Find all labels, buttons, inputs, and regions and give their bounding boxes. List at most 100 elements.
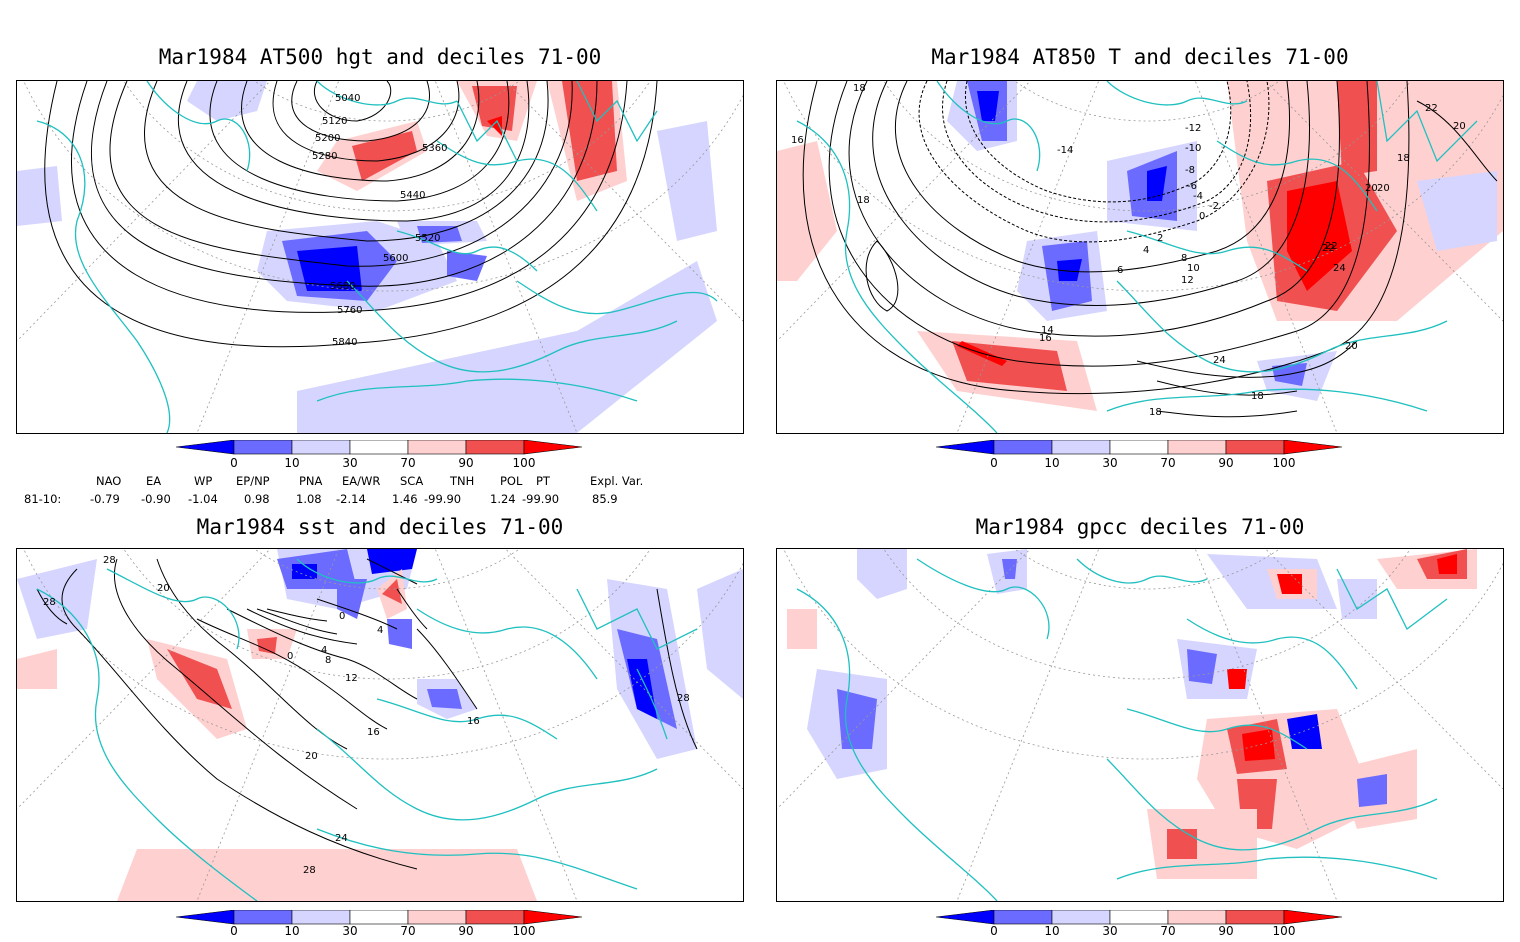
contour-label: 10: [1187, 263, 1200, 274]
contour-label: 18: [1397, 153, 1410, 164]
colorbar: 0 10 30 70 90 100: [935, 439, 1356, 472]
coastlines: [796, 81, 1478, 433]
index-header: PNA: [299, 474, 323, 488]
colorbar-label: 70: [400, 456, 416, 470]
height-contours: [44, 81, 658, 348]
map-t850: 18 16 18 22 20 18 20 22 24 14 16 12 10 8…: [776, 80, 1504, 434]
contour-label: 16: [367, 727, 380, 738]
contour-label: 20: [1345, 341, 1358, 352]
colorbar-label: 0: [230, 456, 238, 470]
contour-labels: 28 28 20 0 4 8 12 16 20 24 28 0 4 16 28: [43, 555, 690, 876]
contour-label: 8: [1181, 253, 1187, 264]
contour-label: -6: [1187, 181, 1197, 192]
colorbar-label: 90: [1218, 924, 1234, 938]
contour-label: 16: [467, 716, 480, 727]
contour-label: 20: [305, 751, 318, 762]
colorbar-label: 90: [458, 456, 474, 470]
contour-label: 5600: [383, 253, 408, 264]
map-hgt500: 5040 5120 5200 5280 5360 5440 5520 5600 …: [16, 80, 744, 434]
index-header: EA/WR: [342, 474, 381, 488]
colorbar-label: 90: [1218, 456, 1234, 470]
contour-label: 20: [1365, 183, 1378, 194]
contour-label: 0: [1199, 211, 1205, 222]
index-value: -0.90: [141, 492, 171, 506]
index-value: 85.9: [592, 492, 618, 506]
contour-label: 8: [325, 655, 331, 666]
contour-label: 22: [1425, 103, 1438, 114]
index-value: -2.14: [336, 492, 366, 506]
contour-label: 4: [321, 645, 327, 656]
deciles-shading: [17, 81, 717, 433]
latitude-circles: [17, 549, 743, 901]
index-value: -0.79: [90, 492, 120, 506]
contour-label: -4: [1193, 191, 1203, 202]
deciles-shading: [787, 549, 1477, 879]
contour-label: -8: [1185, 165, 1195, 176]
contour-label: 22: [1325, 241, 1338, 252]
colorbar-label: 90: [458, 924, 474, 938]
index-header: SCA: [400, 474, 424, 488]
contour-label: 12: [345, 673, 358, 684]
contour-label: 4: [1143, 245, 1149, 256]
contour-label: 4: [377, 625, 383, 636]
deciles-shading: [777, 81, 1503, 411]
contour-label: -12: [1185, 123, 1201, 134]
index-header: Expl. Var.: [590, 474, 644, 488]
contour-label: 28: [43, 597, 56, 608]
contour-label: 18: [853, 83, 866, 94]
index-header: EA: [146, 474, 162, 488]
index-header: PT: [536, 474, 550, 488]
contour-label: 5760: [337, 305, 362, 316]
colorbar: 0 10 30 70 90 100: [175, 439, 596, 472]
contour-label: 5120: [322, 116, 347, 127]
contour-label: -10: [1185, 143, 1201, 154]
contour-label: 28: [677, 693, 690, 704]
contour-label: 24: [335, 833, 348, 844]
contour-label: 24: [1213, 355, 1226, 366]
contour-label: 20: [157, 583, 170, 594]
colorbar: 0 10 30 70 90 100: [175, 909, 596, 942]
index-header: TNH: [450, 474, 475, 488]
contour-label: 5840: [332, 337, 357, 348]
coastlines: [796, 558, 1448, 901]
contour-label: 20: [1453, 121, 1466, 132]
colorbar-label: 100: [1272, 456, 1296, 470]
index-value: -99.90: [522, 492, 560, 506]
contour-label: -2: [1209, 201, 1219, 212]
colorbar-label: 30: [1102, 924, 1118, 938]
contour-label: 24: [1333, 263, 1346, 274]
colorbar-label: 10: [284, 924, 300, 938]
colorbar: 0 10 30 70 90 100: [935, 909, 1356, 942]
deciles-shading: [17, 549, 743, 901]
index-value: 1.24: [490, 492, 516, 506]
contour-label: 2: [1157, 233, 1163, 244]
contour-label: 5040: [335, 93, 360, 104]
contour-label: 5200: [315, 133, 340, 144]
contour-label: 5440: [400, 190, 425, 201]
contour-label: 16: [791, 135, 804, 146]
contour-label: 18: [1251, 391, 1264, 402]
colorbar-label: 10: [284, 456, 300, 470]
contour-label: 0: [339, 611, 345, 622]
contour-label: 28: [103, 555, 116, 566]
colorbar-label: 30: [342, 924, 358, 938]
contour-label: 22: [1322, 243, 1335, 254]
contour-label: 5360: [422, 143, 447, 154]
contour-label: 0: [287, 651, 293, 662]
index-header: POL: [500, 474, 523, 488]
colorbar-label: 10: [1044, 456, 1060, 470]
index-header: EP/NP: [236, 474, 270, 488]
index-value: 1.46: [392, 492, 418, 506]
contour-label: 5680: [330, 281, 355, 292]
contour-labels: 5040 5120 5200 5280 5360 5440 5520 5600 …: [312, 93, 447, 348]
colorbar-label: 70: [1160, 456, 1176, 470]
contour-label: 18: [1149, 407, 1162, 418]
panel-title-gpcc: Mar1984 gpcc deciles 71-00: [975, 515, 1305, 539]
colorbar-label: 70: [1160, 924, 1176, 938]
index-value: -1.04: [188, 492, 218, 506]
index-value: -99.90: [424, 492, 462, 506]
colorbar-label: 0: [230, 924, 238, 938]
index-value: 0.98: [244, 492, 270, 506]
index-value: 1.08: [296, 492, 322, 506]
contour-label: 14: [1041, 325, 1054, 336]
